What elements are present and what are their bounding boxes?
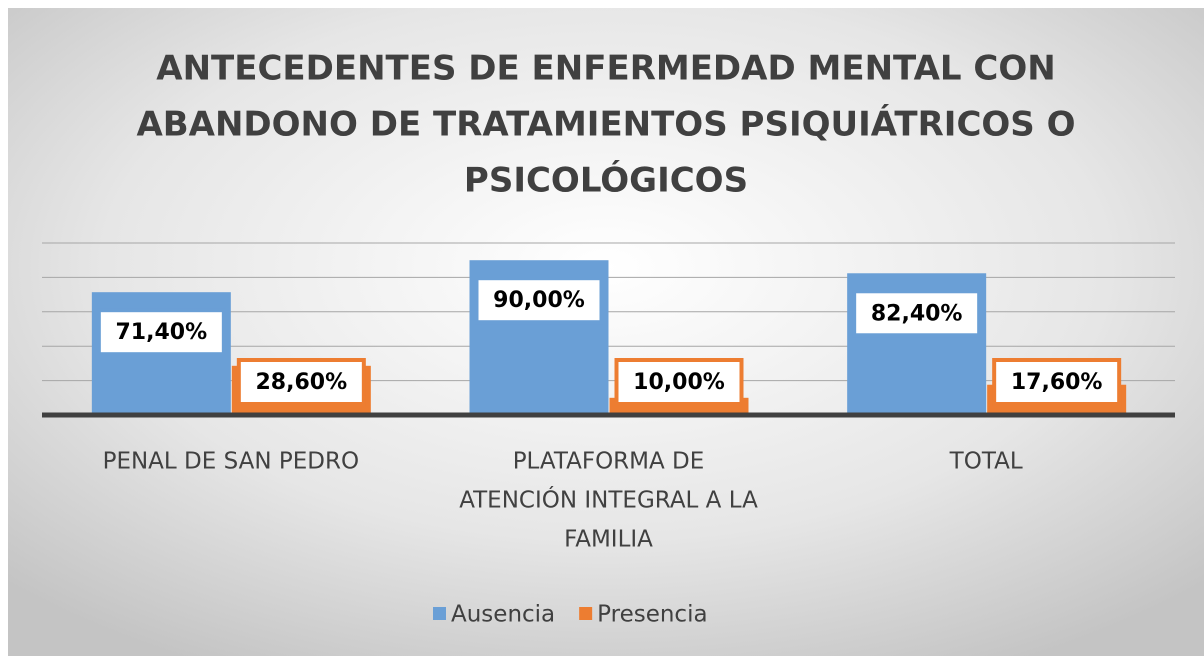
x-tick-label: ATENCIÓN INTEGRAL A LA	[459, 486, 758, 514]
data-label-box	[474, 276, 604, 325]
x-tick-label: PLATAFORMA DE	[513, 449, 705, 475]
legend-swatch	[433, 607, 446, 620]
legend-label: Ausencia	[451, 602, 555, 628]
data-label: 90,00%	[493, 288, 585, 313]
data-label: 17,60%	[1011, 370, 1103, 395]
data-label-box	[614, 358, 744, 406]
data-label-box	[236, 358, 366, 406]
data-label: 71,40%	[116, 320, 208, 345]
data-label: 10,00%	[633, 370, 725, 395]
data-label-box	[96, 308, 226, 357]
chart-title: ANTECEDENTES DE ENFERMEDAD MENTAL CON	[156, 49, 1055, 89]
data-label: 82,40%	[871, 301, 963, 326]
legend-swatch	[579, 607, 593, 620]
x-tick-label: FAMILIA	[564, 527, 653, 553]
data-label-box	[992, 358, 1122, 406]
data-label: 28,60%	[256, 370, 348, 395]
chart-title: ABANDONO DE TRATAMIENTOS PSIQUIÁTRICOS O	[136, 104, 1075, 145]
legend-label: Presencia	[597, 602, 707, 628]
x-tick-label: TOTAL	[949, 449, 1023, 475]
chart-title: PSICOLÓGICOS	[464, 160, 748, 201]
x-tick-label: PENAL DE SAN PEDRO	[103, 449, 360, 475]
data-label-box	[852, 289, 982, 338]
